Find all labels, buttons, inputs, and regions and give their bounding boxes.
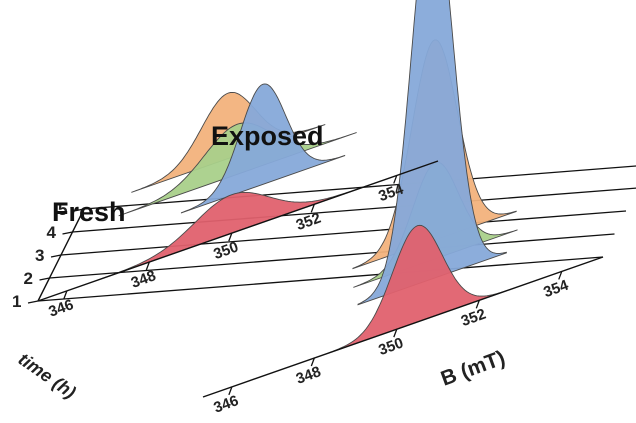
b-tick-0-348: [145, 261, 150, 271]
b-tick-0-354: [393, 175, 398, 184]
baseline-4: [72, 187, 636, 233]
time-tick-label: 3: [35, 246, 44, 265]
b-tick-label: 354: [541, 276, 571, 301]
group-label-fresh: Fresh: [52, 197, 126, 227]
b-tick-0-352: [310, 204, 315, 213]
time-tick-label: 2: [24, 269, 33, 288]
peak-exposed-t3: [357, 0, 507, 306]
b-tick-label: 346: [211, 392, 240, 417]
baseline-3: [60, 210, 627, 256]
time-tick-3: [50, 254, 62, 258]
time-tick-2: [39, 277, 50, 281]
peak-exposed-t1: [327, 224, 507, 354]
b-tick-1-350: [393, 328, 398, 338]
b-tick-label: 348: [294, 363, 323, 388]
b-tick-1-348: [310, 357, 315, 367]
time-tick-5: [73, 208, 85, 212]
b-tick-label: 350: [376, 334, 405, 359]
b-tick-1-352: [475, 300, 480, 309]
b-tick-1-346: [228, 386, 233, 396]
x-axis-title: B (mT): [438, 346, 508, 390]
peak-fresh-t3: [180, 83, 346, 214]
time-tick-label: 1: [12, 292, 21, 311]
b-tick-1-354: [558, 271, 563, 280]
time-tick-label: 5: [58, 200, 67, 219]
x-axis-line-1: [202, 256, 604, 398]
baseline-5: [83, 165, 636, 210]
b-tick-0-350: [228, 232, 233, 242]
time-tick-label: 4: [47, 223, 57, 242]
time-tick-4: [62, 231, 73, 235]
time-tick-1: [27, 300, 39, 304]
b-tick-0-346: [63, 290, 68, 300]
b-tick-label: 352: [459, 306, 488, 331]
spectra-peaks: [98, 0, 518, 354]
group-label-exposed: Exposed: [211, 121, 324, 151]
time-baselines: [37, 165, 636, 302]
y-axis-title: time (h): [15, 349, 80, 403]
baseline-2: [49, 233, 615, 279]
x-axis-line-0: [37, 160, 439, 302]
baseline-1: [37, 256, 604, 302]
b-tick-label: 350: [211, 238, 240, 263]
